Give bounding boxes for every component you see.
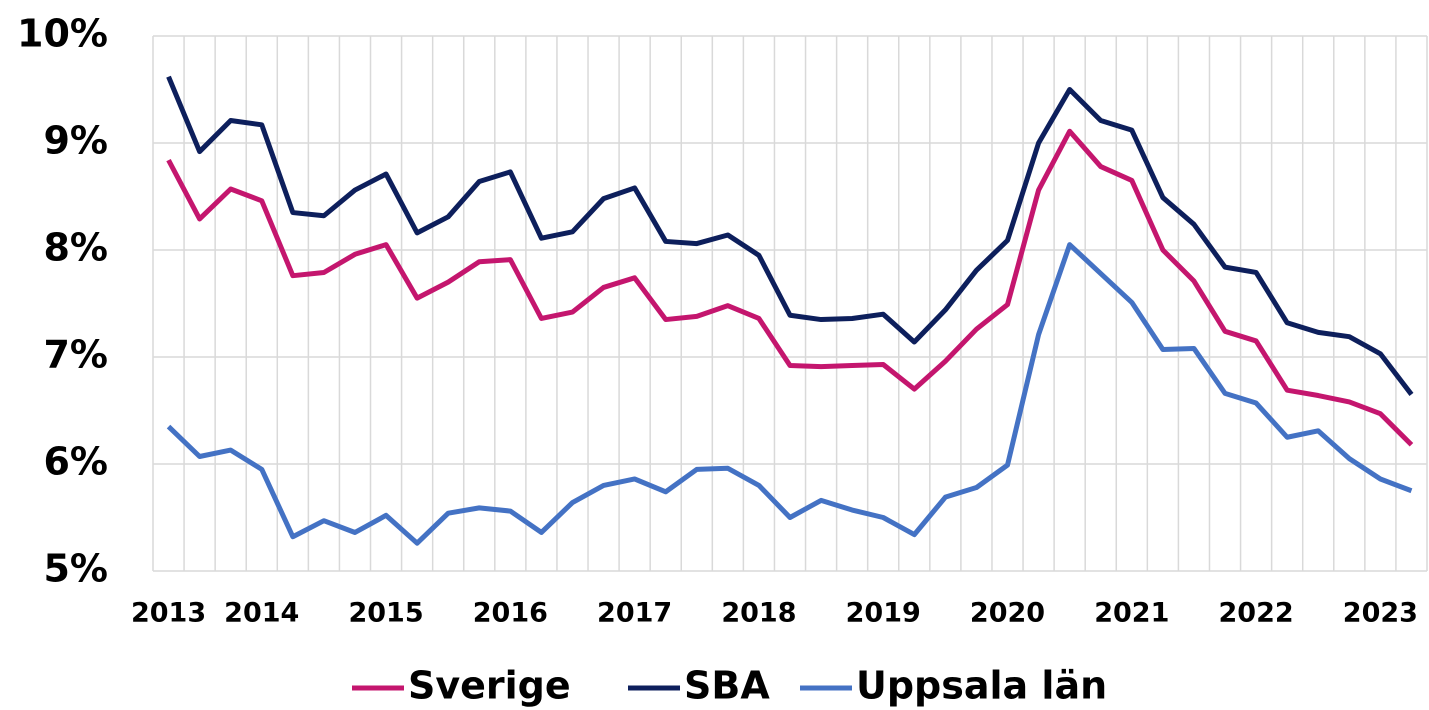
x-tick-label: 2022 [1219, 598, 1294, 629]
series-line [166, 242, 1413, 546]
y-tick-label: 6% [43, 440, 108, 484]
x-tick-label: 2016 [473, 598, 548, 629]
x-tick-label: 2020 [970, 598, 1045, 629]
x-tick-label: 2015 [348, 598, 423, 629]
x-tick-label: 2023 [1343, 598, 1418, 629]
series-line [166, 128, 1414, 447]
x-tick-label: 2014 [224, 598, 299, 629]
y-tick-label: 5% [43, 547, 108, 591]
y-tick-label: 10% [17, 12, 108, 56]
x-tick-label: 2019 [846, 598, 921, 629]
x-tick-label: 2017 [597, 598, 672, 629]
legend-label: Uppsala län [856, 664, 1107, 708]
y-tick-label: 9% [43, 119, 108, 163]
series-line [166, 75, 1414, 396]
y-tick-label: 8% [43, 226, 108, 270]
legend-label: Sverige [408, 664, 571, 708]
legend-label: SBA [684, 664, 770, 708]
x-tick-label: 2021 [1094, 598, 1169, 629]
x-tick-label: 2018 [721, 598, 796, 629]
x-tick-label: 2013 [131, 598, 206, 629]
y-tick-label: 7% [43, 333, 108, 377]
